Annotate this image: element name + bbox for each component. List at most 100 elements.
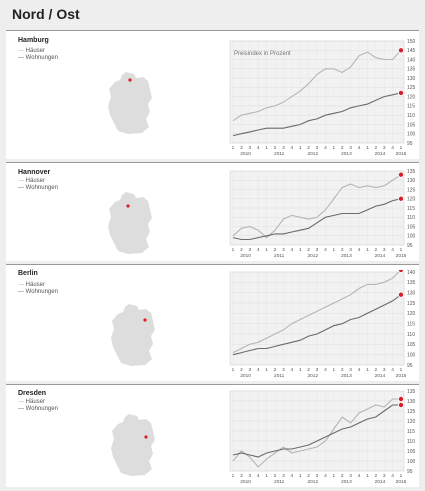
x-tick-label: 2 bbox=[274, 247, 277, 253]
x-tick-label: 3 bbox=[248, 473, 251, 479]
x-tick-label: 3 bbox=[349, 473, 352, 479]
x-tick-label: 1 bbox=[232, 247, 235, 253]
city-panel-hannover: Hannover — Häuser — Wohnungen 95 100 105 11… bbox=[6, 162, 419, 261]
y-tick-label: 130 bbox=[407, 399, 416, 405]
x-tick-label: 4 bbox=[391, 367, 394, 373]
x-tick-label: 3 bbox=[282, 473, 285, 479]
year-label: 2014 bbox=[375, 151, 386, 157]
y-tick-label: 135 bbox=[407, 389, 416, 395]
x-tick-label: 4 bbox=[257, 367, 260, 373]
year-label: 2014 bbox=[375, 479, 386, 485]
x-tick-label: 4 bbox=[324, 247, 327, 253]
x-tick-label: 1 bbox=[232, 367, 235, 373]
city-name: Berlin bbox=[18, 270, 38, 277]
chart-lines bbox=[232, 396, 404, 468]
x-tick-label: 1 bbox=[332, 473, 335, 479]
y-tick-label: 130 bbox=[407, 178, 416, 184]
x-tick-label: 3 bbox=[282, 367, 285, 373]
end-marker-dot bbox=[397, 195, 404, 202]
series-line-haeuser bbox=[232, 398, 401, 468]
x-tick-label: 4 bbox=[391, 473, 394, 479]
x-tick-label: 4 bbox=[290, 247, 293, 253]
series-line-haeuser bbox=[232, 270, 402, 354]
city-marker bbox=[128, 78, 132, 82]
x-tick-label: 1 bbox=[366, 247, 369, 253]
year-label: 2012 bbox=[307, 253, 318, 259]
y-tick-label: 100 bbox=[407, 352, 416, 358]
end-marker-dot bbox=[398, 270, 404, 273]
series-line-haeuser bbox=[232, 49, 402, 122]
city-name: Dresden bbox=[18, 390, 47, 397]
y-tick-label: 115 bbox=[407, 104, 415, 110]
x-tick-label: 1 bbox=[265, 473, 268, 479]
page-title: Nord / Ost bbox=[12, 6, 80, 22]
y-tick-label: 100 bbox=[407, 132, 416, 138]
x-tick-label: 2 bbox=[341, 247, 344, 253]
y-tick-label: 95 bbox=[407, 469, 413, 475]
x-tick-label: 3 bbox=[349, 367, 352, 373]
x-tick-label: 2 bbox=[240, 367, 243, 373]
legend-wohnungen-label: Wohnungen bbox=[25, 185, 58, 191]
x-tick-label: 4 bbox=[257, 247, 260, 253]
x-tick-label: 4 bbox=[358, 367, 361, 373]
end-marker-wohnungen bbox=[397, 401, 404, 408]
x-tick-label: 2 bbox=[341, 367, 344, 373]
y-tick-label: 120 bbox=[407, 94, 416, 100]
y-tick-label: 115 bbox=[407, 321, 415, 327]
end-marker-haeuser bbox=[397, 396, 404, 402]
year-label: 2011 bbox=[274, 479, 285, 485]
x-tick-label: 2 bbox=[341, 145, 344, 151]
x-tick-label: 1 bbox=[299, 473, 302, 479]
x-tick-label: 1 bbox=[366, 367, 369, 373]
end-marker-haeuser bbox=[397, 171, 404, 178]
city-marker bbox=[143, 318, 147, 322]
year-label: 2011 bbox=[274, 151, 285, 157]
y-tick-labels: 95 100 105 110 115 120 125 130 135 bbox=[407, 389, 416, 475]
y-tick-label: 105 bbox=[407, 449, 416, 455]
x-tick-label: 3 bbox=[383, 145, 386, 151]
x-tick-label: 1 bbox=[366, 473, 369, 479]
legend-wohnungen: — Wohnungen bbox=[18, 185, 58, 191]
y-tick-label: 105 bbox=[407, 122, 416, 128]
x-tick-label: 4 bbox=[391, 247, 394, 253]
legend-wohnungen-label: Wohnungen bbox=[25, 406, 58, 412]
legend-wohnungen: — Wohnungen bbox=[18, 55, 58, 61]
x-tick-label: 3 bbox=[383, 367, 386, 373]
x-tick-label: 4 bbox=[257, 473, 260, 479]
y-tick-label: 110 bbox=[407, 113, 415, 119]
y-tick-labels: 95 100 105 110 115 120 125 130 135 140 bbox=[407, 270, 416, 369]
y-tick-label: 95 bbox=[407, 141, 413, 147]
x-tick-label: 2 bbox=[374, 145, 377, 151]
year-label: 2012 bbox=[307, 151, 318, 157]
y-tick-label: 145 bbox=[407, 48, 416, 54]
x-tick-label: 1 bbox=[265, 367, 268, 373]
germany-map-icon bbox=[111, 304, 155, 366]
legend-wohnungen-label: Wohnungen bbox=[25, 55, 58, 61]
end-marker-dot bbox=[397, 291, 404, 298]
x-tick-label: 3 bbox=[316, 473, 319, 479]
year-label: 2013 bbox=[341, 151, 352, 157]
chart-lines bbox=[232, 47, 404, 137]
x-tick-label: 1 bbox=[332, 367, 335, 373]
y-tick-label: 130 bbox=[407, 76, 416, 82]
germany-map-icon bbox=[111, 414, 155, 476]
legend-wohnungen-label: Wohnungen bbox=[25, 289, 58, 295]
x-tick-label: 1 bbox=[299, 247, 302, 253]
y-tick-label: 135 bbox=[407, 67, 416, 73]
year-label: 2011 bbox=[274, 373, 285, 379]
year-label: 2010 bbox=[240, 253, 251, 259]
year-labels: 2010 2011 2012 2013 2014 2015 bbox=[240, 151, 406, 157]
year-label: 2010 bbox=[240, 479, 251, 485]
city-name: Hannover bbox=[18, 169, 51, 176]
city-panel-dresden: Dresden — Häuser — Wohnungen 95 100 105 110… bbox=[6, 384, 419, 487]
x-tick-label: 1 bbox=[400, 145, 403, 151]
x-tick-label: 3 bbox=[248, 145, 251, 151]
x-tick-label: 3 bbox=[383, 247, 386, 253]
y-tick-label: 95 bbox=[407, 363, 413, 369]
end-marker-haeuser bbox=[398, 270, 404, 273]
